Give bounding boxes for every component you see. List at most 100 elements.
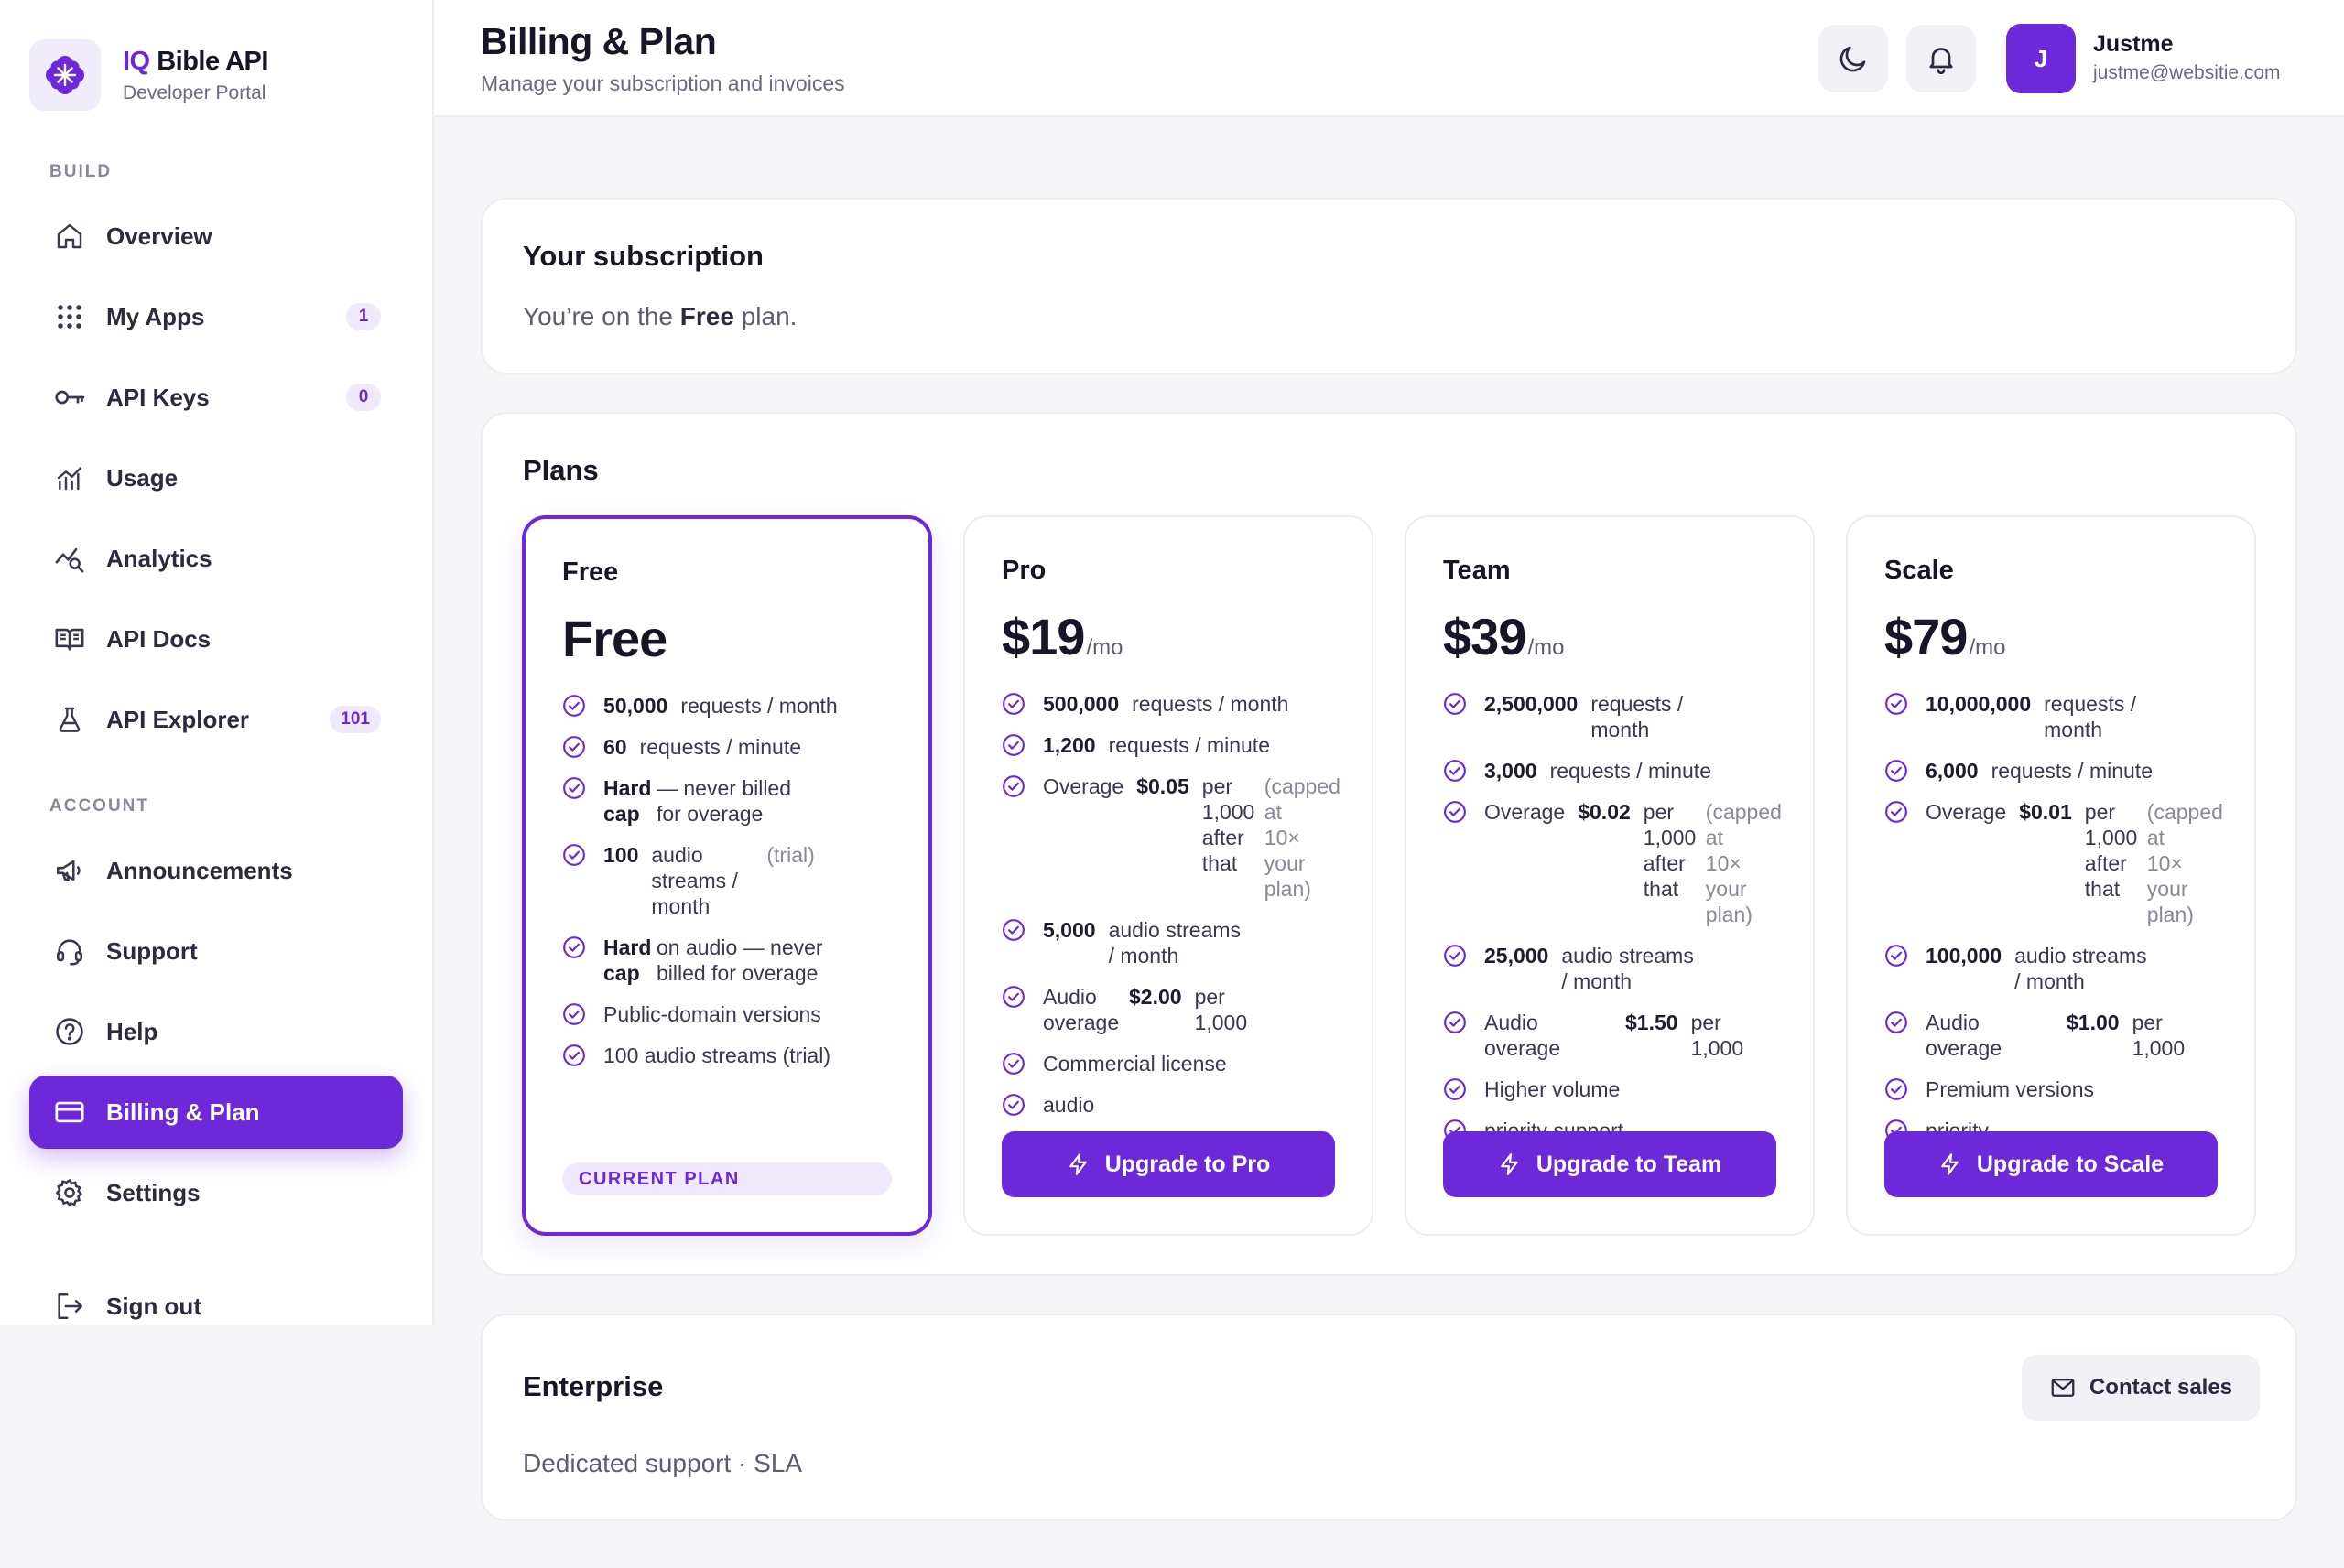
feature-text: on audio — never billed for overage bbox=[657, 935, 823, 985]
price-amount: Free bbox=[562, 610, 667, 667]
enterprise-title: Enterprise bbox=[523, 1370, 664, 1402]
feature-text: requests / minute bbox=[639, 735, 802, 759]
feature-text: 100 bbox=[603, 843, 639, 867]
feature-item: 10,000,000 requests / month bbox=[1884, 691, 2243, 742]
check-circle-icon bbox=[562, 1002, 586, 1026]
sidebar-item-api-keys[interactable]: API Keys 0 bbox=[29, 361, 403, 434]
upgrade-button-label: Upgrade to Pro bbox=[1104, 1151, 1271, 1177]
sidebar-item-analytics[interactable]: Analytics bbox=[29, 522, 403, 595]
feature-text: Overage bbox=[1043, 774, 1124, 798]
upgrade-button-scale[interactable]: Upgrade to Scale bbox=[1884, 1131, 2218, 1197]
sidebar-item-help[interactable]: Help bbox=[29, 995, 403, 1068]
feature-text: requests / minute bbox=[1108, 733, 1270, 757]
feature-list: 50,000 requests / month 60 requests / minut… bbox=[562, 693, 917, 1084]
brand-subtitle: Developer Portal bbox=[123, 81, 266, 103]
plan-card-pro: Pro $19/mo 500,000 requests / month 1,200 req… bbox=[963, 515, 1373, 1236]
sidebar-item-my-apps[interactable]: My Apps 1 bbox=[29, 280, 403, 353]
feature-text: 50,000 bbox=[603, 694, 668, 718]
feature-item: 5,000 audio streams / month bbox=[1002, 917, 1361, 968]
subscription-card: Your subscription You’re on the Free pla… bbox=[481, 198, 2297, 374]
check-circle-icon bbox=[1443, 1011, 1467, 1034]
check-circle-icon bbox=[1002, 1093, 1026, 1117]
brand[interactable]: IQ Bible API Developer Portal bbox=[29, 39, 268, 111]
section-label-build: BUILD bbox=[49, 162, 113, 181]
sidebar-item-overview[interactable]: Overview bbox=[29, 200, 403, 273]
upgrade-button-pro[interactable]: Upgrade to Pro bbox=[1002, 1131, 1335, 1197]
feature-text: Overage bbox=[1926, 800, 2007, 824]
sidebar-item-label: API Docs bbox=[106, 624, 212, 653]
lightning-icon bbox=[1067, 1151, 1105, 1178]
top-bar: Billing & Plan Manage your subscription … bbox=[434, 0, 2344, 117]
subscription-status: You’re on the Free plan. bbox=[523, 302, 798, 330]
feature-text: Audio overage bbox=[1043, 985, 1120, 1034]
sidebar-item-label: API Keys bbox=[106, 383, 210, 411]
sidebar-item-api-explorer[interactable]: API Explorer 101 bbox=[29, 683, 403, 756]
feature-list: 2,500,000 requests / month 3,000 requests /… bbox=[1443, 691, 1802, 1159]
feature-text: 60 bbox=[603, 735, 627, 759]
avatar[interactable]: J bbox=[2006, 24, 2076, 93]
feature-text: per 1,000 after that bbox=[1201, 774, 1255, 875]
theme-toggle-button[interactable] bbox=[1818, 25, 1888, 92]
enterprise-card: Enterprise Dedicated support · SLA Conta… bbox=[481, 1314, 2297, 1521]
user-email: justme@websitie.com bbox=[2093, 62, 2281, 83]
feature-item: audio bbox=[1002, 1092, 1361, 1118]
sidebar-item-usage[interactable]: Usage bbox=[29, 441, 403, 514]
check-circle-icon bbox=[1002, 918, 1026, 942]
feature-text: Public-domain versions bbox=[603, 1002, 821, 1026]
price-amount: $79 bbox=[1884, 608, 1968, 665]
sidebar-item-label: Support bbox=[106, 936, 198, 965]
feature-text: 100 audio streams (trial) bbox=[603, 1044, 830, 1067]
feature-text: 10,000,000 bbox=[1926, 692, 2032, 716]
price-unit: /mo bbox=[1527, 635, 1565, 660]
feature-item: Commercial license bbox=[1002, 1051, 1361, 1076]
sidebar-item-billing-plan[interactable]: Billing & Plan bbox=[29, 1076, 403, 1149]
user-name: Justme bbox=[2093, 31, 2174, 57]
sidebar-item-api-docs[interactable]: API Docs bbox=[29, 602, 403, 676]
feature-text: requests / month bbox=[2044, 692, 2137, 741]
sidebar-item-support[interactable]: Support bbox=[29, 914, 403, 988]
mail-icon bbox=[2049, 1374, 2089, 1401]
plan-card-team: Team $39/mo 2,500,000 requests / month 3,000… bbox=[1405, 515, 1815, 1236]
check-circle-icon bbox=[562, 935, 586, 959]
plan-name: Scale bbox=[1884, 556, 1954, 585]
feature-text: (capped at 10× your plan) bbox=[1705, 800, 1782, 926]
check-circle-icon bbox=[1884, 692, 1908, 716]
check-circle-icon bbox=[1443, 944, 1467, 968]
bar-chart-icon bbox=[53, 461, 86, 494]
enterprise-description: Dedicated support · SLA bbox=[523, 1449, 803, 1477]
sidebar-item-announcements[interactable]: Announcements bbox=[29, 834, 403, 907]
sidebar-item-label: My Apps bbox=[106, 302, 205, 330]
feature-text: $0.02 bbox=[1578, 800, 1631, 824]
feature-text: Higher volume bbox=[1484, 1077, 1621, 1101]
sidebar-item-settings[interactable]: Settings bbox=[29, 1156, 403, 1229]
moon-icon bbox=[1837, 42, 1870, 75]
upgrade-button-team[interactable]: Upgrade to Team bbox=[1443, 1131, 1776, 1197]
price-amount: $19 bbox=[1002, 608, 1085, 665]
feature-text: 1,200 bbox=[1043, 733, 1096, 757]
count-badge: 101 bbox=[330, 706, 381, 733]
feature-item: 1,200 requests / minute bbox=[1002, 732, 1361, 758]
lightning-icon bbox=[1498, 1151, 1536, 1178]
feature-text: audio streams / month bbox=[651, 843, 738, 918]
sign-out-button[interactable]: Sign out bbox=[29, 1270, 403, 1343]
headset-icon bbox=[53, 935, 86, 968]
feature-item: 100,000 audio streams / month bbox=[1884, 943, 2243, 994]
current-plan-badge: CURRENT PLAN bbox=[562, 1162, 892, 1195]
check-circle-icon bbox=[1884, 944, 1908, 968]
bell-icon bbox=[1925, 42, 1958, 75]
key-icon bbox=[53, 381, 86, 414]
notifications-button[interactable] bbox=[1906, 25, 1976, 92]
feature-text: audio bbox=[1043, 1093, 1095, 1117]
contact-sales-button[interactable]: Contact sales bbox=[2022, 1355, 2260, 1421]
feature-text: 500,000 bbox=[1043, 692, 1120, 716]
feature-item: 6,000 requests / minute bbox=[1884, 758, 2243, 784]
plan-name: Pro bbox=[1002, 556, 1047, 585]
sidebar: IQ Bible API Developer Portal BUILD Over… bbox=[0, 0, 434, 1325]
flower-logo-icon bbox=[29, 39, 101, 111]
plan-card-free: Free Free 50,000 requests / month 60 requests… bbox=[522, 515, 932, 1236]
feature-text: 100,000 bbox=[1926, 944, 2002, 968]
home-icon bbox=[53, 220, 86, 253]
subscription-title: Your subscription bbox=[523, 240, 764, 272]
count-badge: 1 bbox=[346, 303, 381, 330]
plans-title: Plans bbox=[523, 454, 599, 486]
